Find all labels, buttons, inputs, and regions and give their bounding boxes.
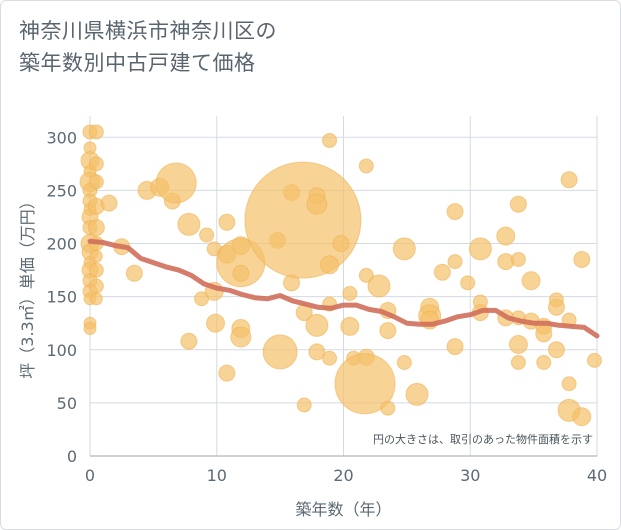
x-tick-label: 20	[333, 466, 353, 485]
data-bubble	[88, 278, 104, 294]
data-bubble	[572, 407, 592, 427]
data-bubble	[88, 262, 104, 278]
data-bubble	[320, 255, 340, 275]
bubble-series	[79, 124, 602, 427]
data-bubble	[342, 285, 358, 301]
data-bubble	[199, 227, 215, 243]
data-bubble	[89, 292, 103, 306]
data-bubble	[586, 352, 602, 368]
data-bubble	[218, 213, 236, 231]
y-axis-label: 坪（3.3㎡）単価（万円）	[18, 193, 37, 378]
size-note: 円の大きさは、取引のあった物件面積を示す	[373, 432, 593, 446]
data-bubble	[547, 341, 565, 359]
x-tick-label: 40	[587, 466, 607, 485]
data-bubble	[447, 254, 463, 270]
chart-title: 神奈川県横浜市神奈川区の 築年数別中古戸建て価格	[19, 15, 539, 79]
data-bubble	[177, 212, 201, 236]
data-bubble	[547, 298, 565, 316]
data-bubble	[446, 338, 464, 356]
chart-title-line-1: 神奈川県横浜市神奈川区の	[19, 19, 277, 43]
data-bubble	[496, 226, 516, 246]
data-bubble	[332, 235, 350, 252]
y-tick-labels: 0 50 100 150 200 250 300	[46, 128, 77, 466]
data-bubble	[322, 132, 338, 148]
data-bubble	[155, 162, 197, 204]
data-bubble	[392, 237, 416, 261]
data-bubble	[306, 193, 328, 215]
data-bubble	[296, 397, 312, 413]
trend-line	[87, 238, 600, 339]
y-tick-label: 100	[46, 341, 77, 360]
data-bubble	[509, 195, 527, 213]
data-bubble	[262, 334, 298, 370]
data-bubble	[180, 332, 198, 350]
data-bubble	[396, 355, 412, 370]
data-bubble	[536, 355, 552, 370]
data-bubble	[244, 161, 362, 279]
y-tick-label: 250	[46, 181, 77, 200]
data-bubble	[510, 251, 526, 267]
data-bubble	[232, 264, 250, 282]
x-axis-label: 築年数（年）	[295, 500, 391, 519]
data-bubble	[521, 271, 541, 291]
data-bubble	[322, 350, 338, 366]
data-bubble	[468, 237, 492, 261]
data-bubble	[405, 382, 429, 406]
data-bubble	[510, 355, 526, 370]
data-bubble	[535, 325, 553, 343]
data-bubble	[334, 353, 396, 415]
x-tick-label: 30	[460, 466, 480, 485]
data-bubble	[205, 313, 225, 333]
data-bubble	[358, 267, 374, 283]
data-bubble	[573, 250, 591, 268]
data-bubble	[87, 219, 105, 237]
data-bubble	[88, 174, 104, 190]
data-bubble	[460, 275, 476, 291]
data-bubble	[367, 274, 391, 298]
data-bubble	[308, 343, 326, 361]
data-bubble	[379, 322, 397, 340]
y-tick-label: 0	[67, 447, 77, 466]
data-bubble	[83, 322, 97, 335]
data-bubble	[561, 376, 577, 392]
data-bubble	[358, 158, 374, 174]
y-tick-label: 300	[46, 128, 77, 147]
data-bubble	[380, 400, 396, 416]
trend-series	[87, 238, 600, 339]
x-tick-label: 0	[85, 466, 95, 485]
data-bubble	[125, 264, 143, 282]
data-bubble	[508, 334, 528, 354]
data-bubble	[100, 194, 118, 212]
data-bubble	[230, 326, 252, 348]
data-bubble	[89, 249, 103, 263]
data-bubble	[560, 171, 578, 189]
y-tick-label: 50	[57, 394, 77, 413]
data-bubble	[88, 156, 104, 172]
x-tick-labels: 0 10 20 30 40	[85, 466, 607, 485]
data-bubble	[218, 364, 236, 382]
y-tick-label: 200	[46, 235, 77, 254]
data-bubble	[340, 316, 360, 336]
chart-title-line-2: 築年数別中古戸建て価格	[19, 51, 256, 75]
y-tick-label: 150	[46, 288, 77, 307]
data-bubble	[88, 124, 104, 140]
data-bubble	[305, 313, 329, 337]
data-bubble	[446, 203, 464, 221]
data-bubble	[433, 263, 451, 281]
x-tick-label: 10	[207, 466, 227, 485]
